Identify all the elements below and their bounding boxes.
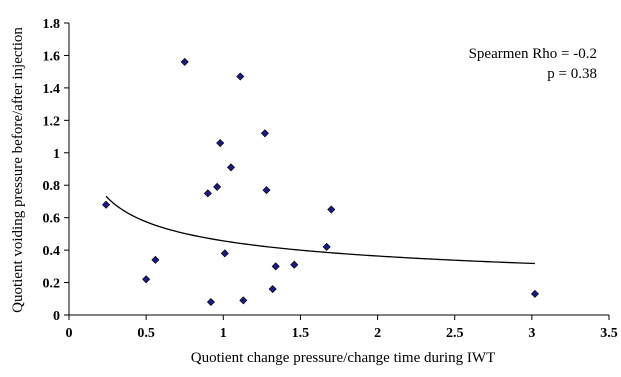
data-point: [180, 57, 189, 66]
data-points: [102, 57, 539, 307]
x-tick-label: 2.5: [446, 326, 464, 341]
data-point: [260, 129, 269, 138]
x-axis-label: Quotient change pressure/change time dur…: [191, 350, 495, 366]
x-tick-label: 2: [374, 326, 381, 341]
y-tick-label: 1: [53, 147, 60, 162]
y-tick-label: 1.2: [43, 114, 61, 129]
data-point: [102, 200, 111, 209]
data-point: [142, 275, 151, 284]
trendline: [105, 195, 535, 265]
data-point: [213, 182, 222, 191]
data-point: [226, 163, 236, 172]
y-tick-label: 0.8: [43, 179, 61, 194]
data-point: [290, 260, 299, 269]
y-tick-label: 0.6: [43, 212, 61, 227]
data-point: [216, 139, 225, 148]
data-point: [220, 249, 229, 258]
x-ticks: 0 0.5 1 1.5 2 2.5 3 3.5: [66, 315, 618, 341]
annotation-p: p = 0.38: [547, 66, 597, 82]
x-tick-label: 3: [528, 326, 535, 341]
data-point: [268, 285, 277, 294]
data-point: [530, 289, 539, 298]
data-point: [271, 262, 280, 271]
data-point: [239, 296, 248, 305]
y-ticks: 0 0.2 0.4 0.6 0.8 1 1.2 1.4 1.6 1.8: [43, 17, 69, 324]
y-tick-label: 0.2: [43, 277, 61, 292]
y-tick-label: 1.6: [43, 49, 61, 64]
annotation-rho: Spearmen Rho = -0.2: [469, 46, 597, 62]
data-point: [322, 242, 331, 251]
data-point: [151, 255, 160, 264]
y-axis-label: Quotient voiding pressure before/after i…: [10, 27, 26, 313]
y-tick-label: 1.8: [43, 17, 61, 32]
x-tick-label: 1: [220, 326, 227, 341]
data-point: [203, 189, 212, 198]
x-tick-label: 3.5: [600, 326, 618, 341]
x-tick-label: 0: [66, 326, 73, 341]
data-point: [206, 297, 215, 307]
y-tick-label: 0: [53, 309, 60, 324]
x-tick-label: 1.5: [292, 326, 310, 341]
data-point: [327, 205, 336, 214]
x-tick-label: 0.5: [137, 326, 155, 341]
y-tick-label: 0.4: [43, 244, 61, 259]
y-tick-label: 1.4: [43, 82, 61, 97]
data-point: [236, 72, 245, 81]
data-point: [262, 186, 271, 195]
